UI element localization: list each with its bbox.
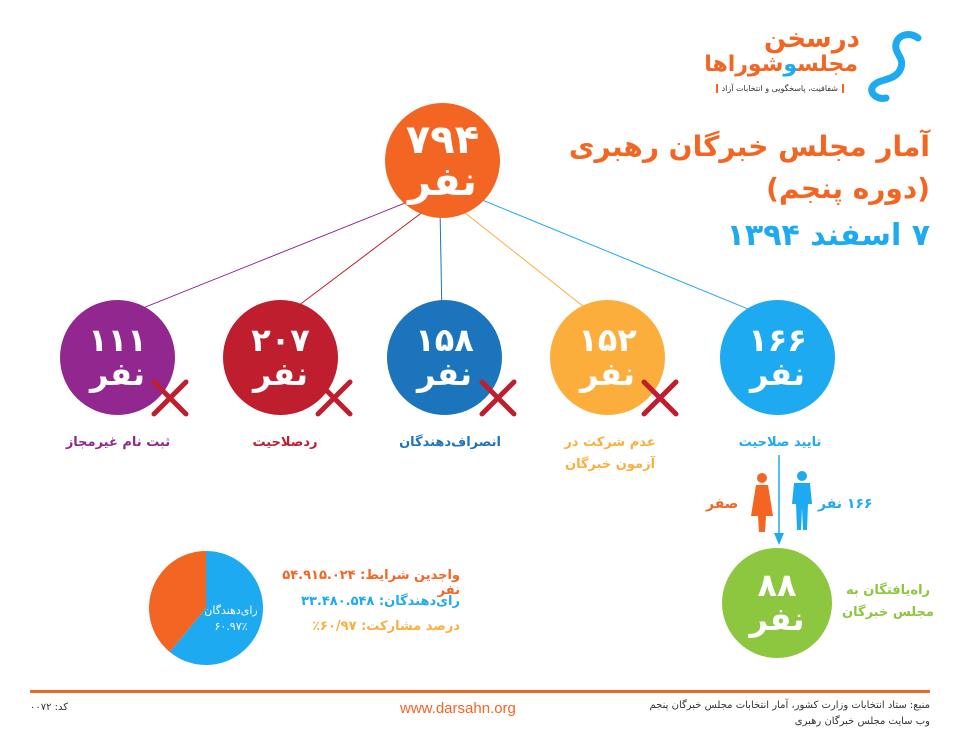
unauthorized-registration-label: ثبت نام غیرمجاز	[65, 435, 171, 450]
footer-divider	[30, 690, 930, 693]
total-registrants-unit: نفر	[408, 158, 477, 205]
total-registrants-circle: ۷۹۴ نفر	[385, 103, 500, 218]
connector-line	[469, 194, 771, 319]
withdrawn-circle: ۱۵۸ نفر	[387, 300, 502, 415]
disqualified-circle: ۲۰۷ نفر	[223, 300, 338, 415]
withdrawn-label: انصراف‌دهندگان	[399, 435, 501, 450]
logo-name-part2: و	[783, 52, 798, 77]
rejected-x-icon	[151, 379, 189, 417]
connector-line	[281, 204, 433, 319]
connector-line	[454, 204, 599, 319]
total-registrants-number: ۷۹۴	[405, 116, 480, 163]
title-line1: آمار مجلس خبرگان رهبری	[568, 130, 930, 163]
logo[interactable]: درسخن مجلسوشوراها شفافیت، پاسخگویی و انت…	[680, 22, 930, 112]
pie-inner-label: رای‌دهندگان	[204, 604, 258, 617]
logo-swoosh-icon	[868, 31, 922, 102]
elected-circle: ۸۸ نفر	[722, 548, 832, 658]
approved-label: تایید صلاحیت	[738, 435, 822, 450]
disqualified-number: ۲۰۷	[251, 320, 310, 359]
eligible-voters-stat: واجدین شرایط: ۵۴.۹۱۵.۰۲۴ نفر	[282, 568, 460, 598]
source-line1: منبع: ستاد انتخابات وزارت کشور، آمار انت…	[649, 700, 930, 711]
absent-exam-number: ۱۵۲	[578, 320, 637, 359]
logo-name-part3: شوراها	[704, 52, 784, 77]
female-count-label: صفر	[706, 496, 739, 512]
participation-pie-chart	[149, 551, 263, 665]
disqualified-unit: نفر	[253, 354, 308, 393]
result-arrow-head	[774, 533, 784, 545]
logo-tagline: شفافیت، پاسخگویی و انتخابات آزاد	[715, 84, 844, 93]
withdrawn-number: ۱۵۸	[415, 320, 474, 359]
title-line2: (دوره پنجم)	[766, 172, 930, 205]
participation-stat: درصد مشارکت: ۶۰/۹۷٪	[312, 619, 460, 634]
male-person-icon	[792, 471, 812, 530]
logo-brand-text: درسخن	[763, 24, 860, 54]
voters-stat: رای‌دهندگان: ۳۳.۴۸۰.۵۴۸	[301, 594, 460, 609]
absent-exam-circle: ۱۵۲ نفر	[550, 300, 665, 415]
connector-line	[117, 194, 426, 319]
logo-name-part1: مجلس	[797, 52, 858, 77]
rejected-x-icon	[479, 379, 517, 417]
approved-number: ۱۶۶	[748, 320, 807, 359]
unauthorized-registration-unit: نفر	[90, 354, 145, 393]
website-link[interactable]: www.darsahn.org	[400, 700, 516, 717]
title-date: ۷ اسفند ۱۳۹۴	[726, 218, 930, 253]
disqualified-label: ردصلاحیت	[252, 435, 318, 450]
source-line2: وب سایت مجلس خبرگان رهبری	[794, 716, 930, 727]
male-count-label: ۱۶۶ نفر	[818, 496, 873, 512]
connector-line	[439, 207, 443, 319]
elected-label: راه‌یافتگان به مجلس خبرگان	[842, 583, 934, 621]
rejected-x-icon	[641, 379, 679, 417]
unauthorized-registration-number: ۱۱۱	[88, 320, 147, 359]
approved-unit: نفر	[750, 354, 805, 393]
absent-exam-label: عدم شرکت در آزمون خبرگان	[564, 435, 656, 473]
pie-inner-value: ۶۰.۹۷٪	[214, 620, 248, 633]
elected-unit: نفر	[749, 600, 805, 638]
logo-name: مجلسوشوراها	[704, 52, 858, 77]
pie-slice-voters	[169, 551, 263, 665]
elected-number: ۸۸	[757, 566, 797, 605]
unauthorized-registration-circle: ۱۱۱ نفر	[60, 300, 175, 415]
pie-slice-non-voters	[149, 551, 206, 652]
female-person-icon	[751, 473, 773, 532]
rejected-x-icon	[315, 379, 353, 417]
approved-circle: ۱۶۶ نفر	[720, 300, 835, 415]
absent-exam-unit: نفر	[580, 354, 635, 393]
withdrawn-unit: نفر	[417, 354, 472, 393]
code-label: کد: ۰۰۷۲	[30, 702, 69, 713]
